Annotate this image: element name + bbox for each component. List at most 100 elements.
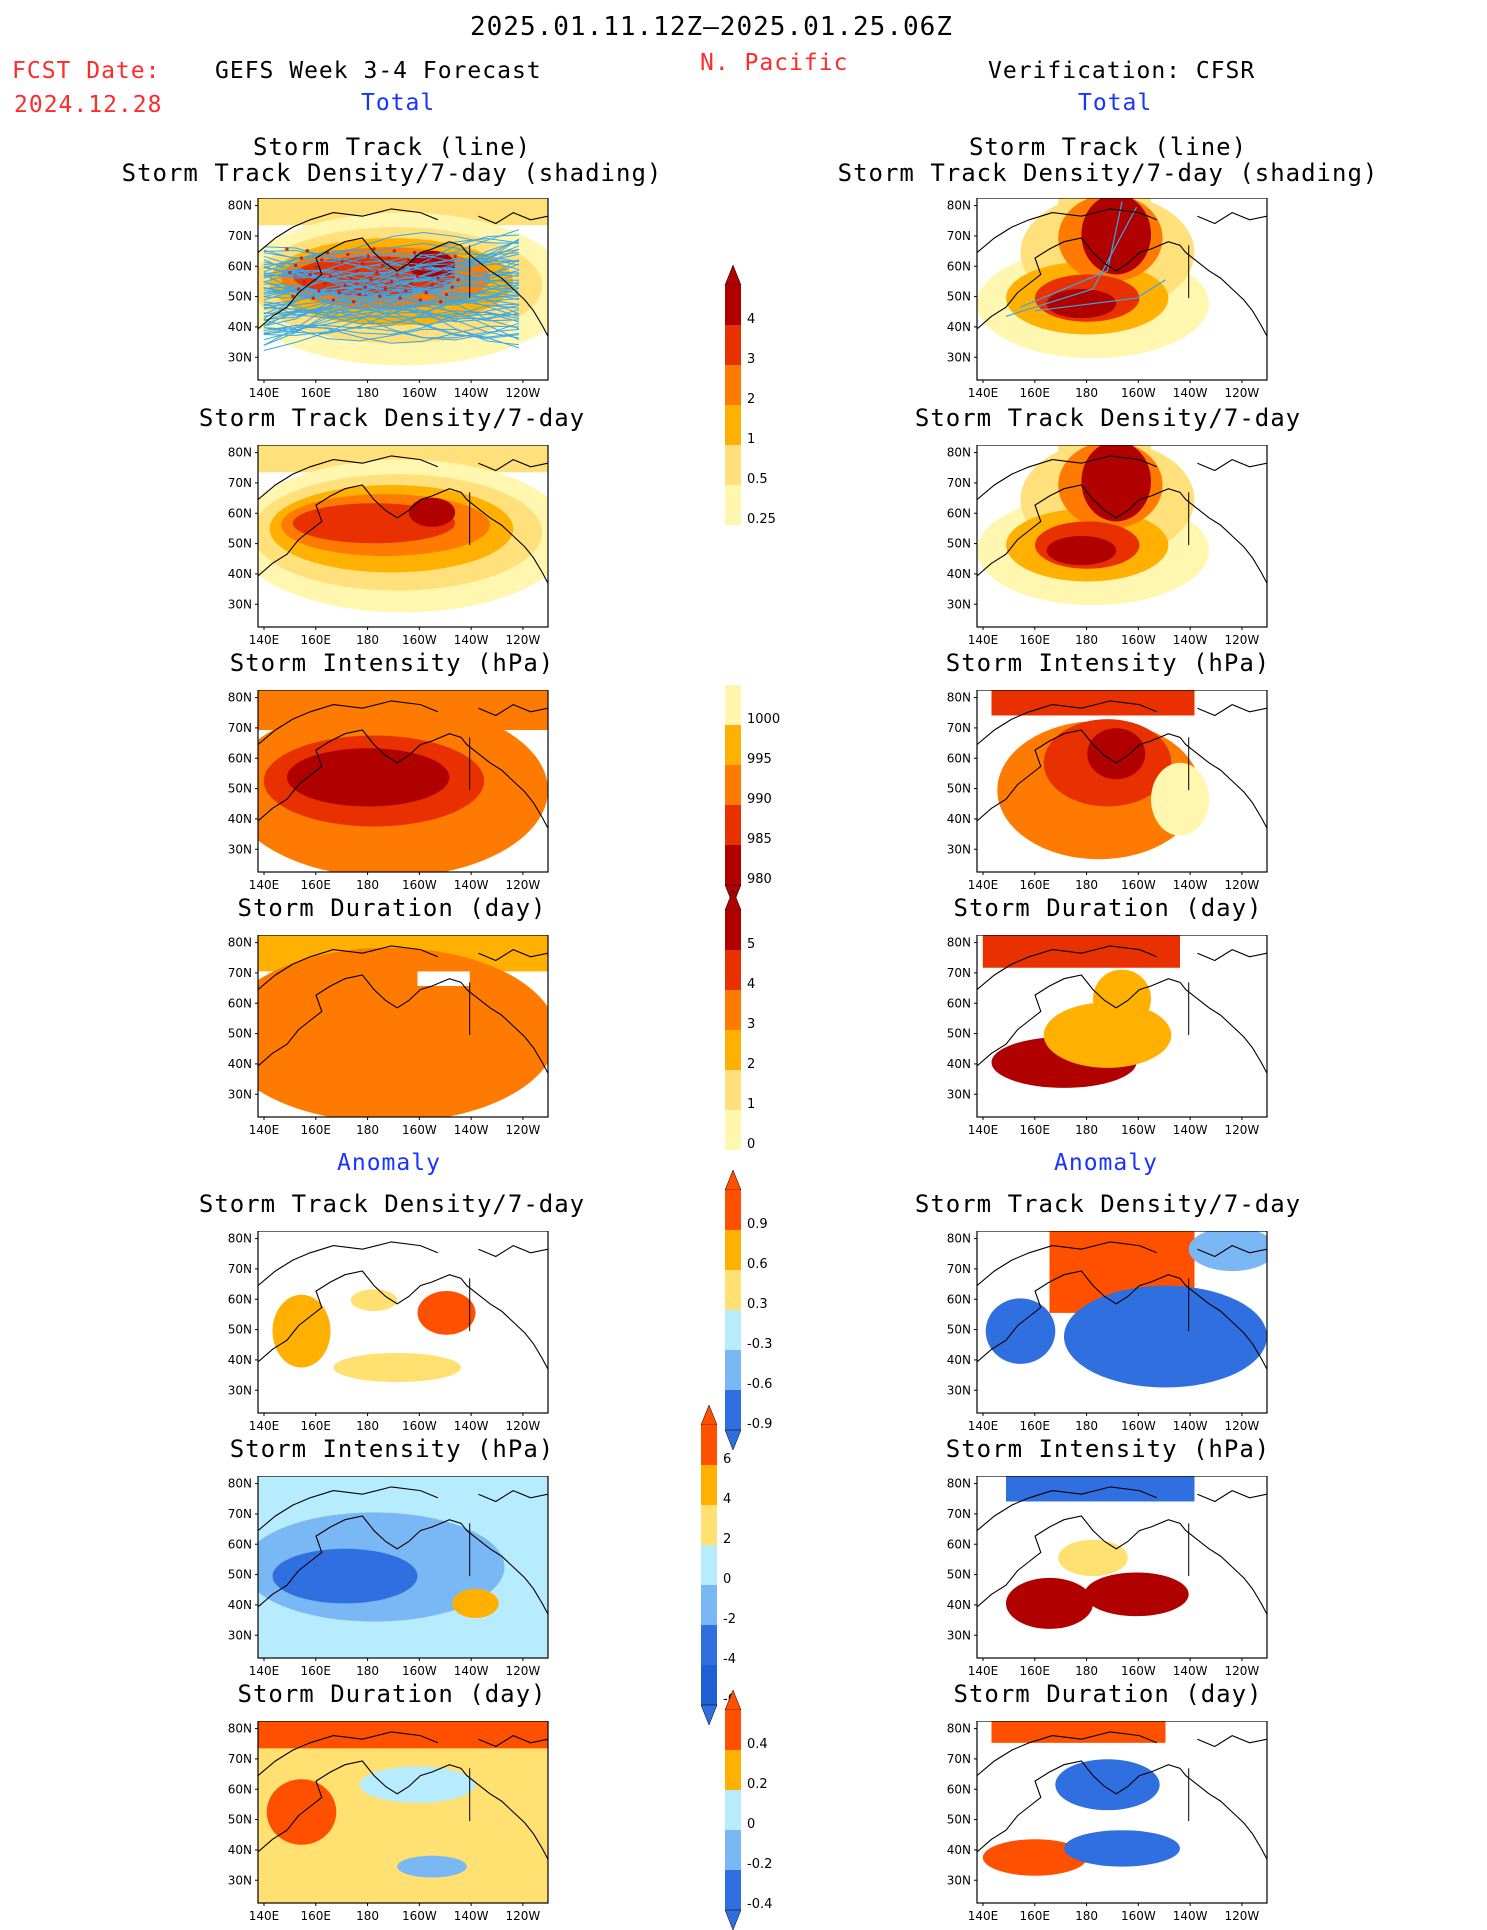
lat-tick-label: 40N bbox=[228, 567, 252, 581]
lon-tick-label: 180 bbox=[356, 1664, 379, 1678]
lon-tick-label: 180 bbox=[356, 386, 379, 400]
title-r2: Storm Track Density/7-day bbox=[914, 404, 1302, 432]
right-anomaly-label: Anomaly bbox=[1054, 1150, 1158, 1176]
lat-tick-label: 30N bbox=[228, 1383, 252, 1397]
lon-tick-label: 160E bbox=[1020, 878, 1051, 892]
lat-tick-label: 50N bbox=[228, 782, 252, 796]
lat-tick-label: 40N bbox=[947, 320, 971, 334]
lon-tick-label: 160W bbox=[1121, 1664, 1156, 1678]
colorbar-intensity: 1000 995 990 985 980 bbox=[724, 685, 780, 905]
colorbar-duration: 5 4 3 2 1 0 bbox=[724, 890, 755, 1152]
lon-tick-label: 140W bbox=[1173, 878, 1208, 892]
map-left-duration-anom: 80N 70N 60N 50N 40N 30N 140E 160E 180 160W 140W 120… bbox=[228, 1721, 549, 1923]
lat-tick-label: 60N bbox=[947, 1537, 971, 1551]
lat-tick-label: 60N bbox=[228, 751, 252, 765]
lat-tick-label: 80N bbox=[228, 1477, 252, 1491]
lat-tick-label: 60N bbox=[947, 1292, 971, 1306]
lat-tick-label: 80N bbox=[228, 1722, 252, 1736]
lat-tick-label: 40N bbox=[947, 1353, 971, 1367]
lon-tick-label: 160W bbox=[1121, 1909, 1156, 1923]
colorbar-label: 0.25 bbox=[747, 512, 776, 527]
lat-tick-label: 40N bbox=[228, 1843, 252, 1857]
map-left-density: 80N 70N 60N 50N 40N 30N 140E 160E 180 160W 140W 120… bbox=[228, 445, 549, 647]
lon-tick-label: 140E bbox=[249, 1419, 280, 1433]
date-range: 2025.01.11.12Z–2025.01.25.06Z bbox=[470, 12, 953, 42]
lon-tick-label: 140W bbox=[1173, 633, 1208, 647]
map-right-tracks: 80N 70N 60N 50N 40N 30N 140E 160E 180 160W 140W 120… bbox=[947, 198, 1268, 400]
lon-tick-label: 160E bbox=[1020, 1909, 1051, 1923]
lat-tick-label: 60N bbox=[228, 1292, 252, 1306]
map-left-intensity: 80N 70N 60N 50N 40N 30N 140E 160E 180 160W 140W 120… bbox=[228, 690, 549, 892]
map-right-duration-anom: 80N 70N 60N 50N 40N 30N 140E 160E 180 160W 140W 120… bbox=[947, 1721, 1268, 1923]
colorbar-label: -0.6 bbox=[747, 1377, 772, 1392]
colorbar-label: 0.5 bbox=[747, 472, 768, 487]
colorbar-label: 0.2 bbox=[747, 1777, 768, 1792]
lon-tick-label: 120W bbox=[1225, 633, 1260, 647]
lon-tick-label: 160E bbox=[301, 1909, 332, 1923]
colorbar-label: 4 bbox=[723, 1492, 731, 1507]
lon-tick-label: 160E bbox=[1020, 1123, 1051, 1137]
lat-tick-label: 60N bbox=[947, 259, 971, 273]
colorbar-label: 2 bbox=[747, 392, 755, 407]
lon-tick-label: 160E bbox=[301, 878, 332, 892]
lon-tick-label: 120W bbox=[506, 386, 541, 400]
lat-tick-label: 80N bbox=[947, 1477, 971, 1491]
map-right-intensity-anom: 80N 70N 60N 50N 40N 30N 140E 160E 180 160W 140W 120… bbox=[947, 1476, 1268, 1678]
left-total-label: Total bbox=[361, 90, 436, 116]
map-left-duration: 80N 70N 60N 50N 40N 30N 140E 160E 180 160W 140W 120… bbox=[228, 935, 549, 1137]
lat-tick-label: 30N bbox=[947, 842, 971, 856]
colorbar-label: -0.3 bbox=[747, 1337, 772, 1352]
title-r3: Storm Intensity (hPa) bbox=[945, 649, 1271, 677]
colorbar-label: 3 bbox=[747, 352, 755, 367]
lat-tick-label: 70N bbox=[947, 966, 971, 980]
lon-tick-label: 160E bbox=[301, 633, 332, 647]
lat-tick-label: 50N bbox=[228, 1323, 252, 1337]
lon-tick-label: 180 bbox=[1075, 1664, 1098, 1678]
lat-tick-label: 60N bbox=[228, 506, 252, 520]
title-r1a: Storm Track (line) bbox=[968, 133, 1248, 161]
lat-tick-label: 30N bbox=[228, 1873, 252, 1887]
colorbar-label: 2 bbox=[723, 1532, 731, 1547]
fcst-label: FCST Date: bbox=[12, 58, 161, 84]
colorbar-label: 4 bbox=[747, 312, 755, 327]
lat-tick-label: 50N bbox=[947, 537, 971, 551]
lon-tick-label: 140W bbox=[454, 633, 489, 647]
lon-tick-label: 120W bbox=[1225, 1909, 1260, 1923]
colorbar-label: 990 bbox=[747, 792, 772, 807]
lat-tick-label: 80N bbox=[228, 199, 252, 213]
lat-tick-label: 40N bbox=[947, 1598, 971, 1612]
lat-tick-label: 40N bbox=[947, 567, 971, 581]
lon-tick-label: 140E bbox=[249, 1123, 280, 1137]
lon-tick-label: 140W bbox=[1173, 1123, 1208, 1137]
lon-tick-label: 160E bbox=[301, 1664, 332, 1678]
title-l7: Storm Duration (day) bbox=[237, 1680, 547, 1708]
lat-tick-label: 40N bbox=[228, 1598, 252, 1612]
title-l1b: Storm Track Density/7-day (shading) bbox=[121, 159, 663, 187]
lat-tick-label: 40N bbox=[947, 1843, 971, 1857]
lon-tick-label: 120W bbox=[1225, 1123, 1260, 1137]
lon-tick-label: 180 bbox=[1075, 1419, 1098, 1433]
lon-tick-label: 160E bbox=[1020, 1664, 1051, 1678]
lat-tick-label: 50N bbox=[947, 290, 971, 304]
colorbar-label: 980 bbox=[747, 872, 772, 887]
lon-tick-label: 120W bbox=[506, 633, 541, 647]
colorbar-label: 985 bbox=[747, 832, 772, 847]
lat-tick-label: 60N bbox=[947, 1782, 971, 1796]
title-l3: Storm Intensity (hPa) bbox=[229, 649, 555, 677]
lat-tick-label: 50N bbox=[947, 1568, 971, 1582]
lat-tick-label: 40N bbox=[228, 812, 252, 826]
map-right-density-anom: 80N 70N 60N 50N 40N 30N 140E 160E 180 160W 140W 120… bbox=[947, 1231, 1268, 1433]
lon-tick-label: 140W bbox=[454, 1419, 489, 1433]
lon-tick-label: 140E bbox=[249, 633, 280, 647]
lat-tick-label: 50N bbox=[947, 1323, 971, 1337]
title-l4: Storm Duration (day) bbox=[237, 894, 547, 922]
lon-tick-label: 160W bbox=[402, 1419, 437, 1433]
lon-tick-label: 160W bbox=[402, 633, 437, 647]
lat-tick-label: 40N bbox=[228, 1353, 252, 1367]
lat-tick-label: 30N bbox=[947, 1087, 971, 1101]
lon-tick-label: 120W bbox=[506, 878, 541, 892]
colorbar-label: -0.9 bbox=[747, 1417, 772, 1432]
lon-tick-label: 160E bbox=[301, 1123, 332, 1137]
colorbar-label: -2 bbox=[723, 1612, 736, 1627]
